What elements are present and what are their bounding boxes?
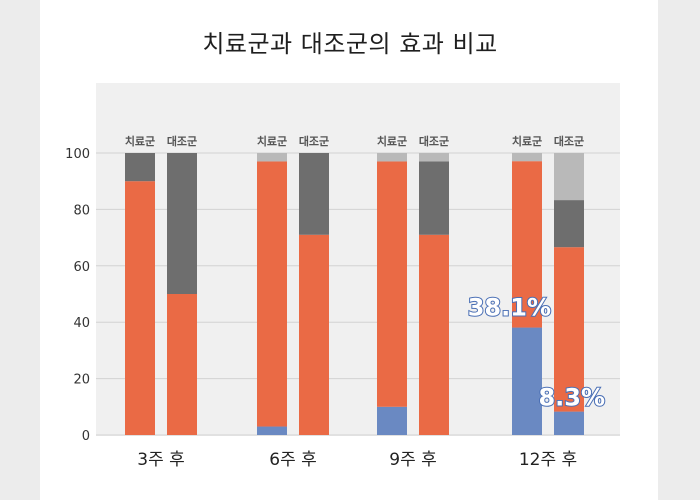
group-label: 치료군: [512, 134, 542, 148]
bar-segment: [257, 161, 287, 427]
bar-segment: [299, 234, 329, 435]
bar-segment: [257, 153, 287, 162]
bar-segment: [299, 153, 329, 235]
chart-title: 치료군과 대조군의 효과 비교: [202, 30, 498, 58]
group-label: 치료군: [257, 134, 287, 148]
group-label: 대조군: [554, 134, 584, 148]
bar-segment: [554, 200, 584, 248]
group-label: 치료군: [125, 134, 155, 148]
data-label: 38.1%: [468, 294, 551, 322]
bar-segment: [554, 247, 584, 412]
bar-segment: [419, 153, 449, 162]
bar-segment: [377, 153, 407, 162]
bar-segment: [554, 153, 584, 201]
bar-segment: [125, 181, 155, 435]
bar-segment: [125, 153, 155, 182]
bar-segment: [512, 153, 542, 162]
x-tick-label: 12주 후: [519, 450, 577, 470]
data-label: 8.3%: [538, 384, 605, 412]
bar-segment: [512, 161, 542, 328]
bar-segment: [377, 406, 407, 435]
x-tick-label: 9주 후: [389, 450, 437, 470]
bar-segment: [419, 161, 449, 235]
bar-segment: [167, 294, 197, 435]
group-label: 대조군: [167, 134, 197, 148]
group-label: 치료군: [377, 134, 407, 148]
y-tick-label: 80: [73, 203, 90, 218]
bar-segment: [257, 426, 287, 435]
y-tick-label: 40: [73, 316, 90, 331]
y-tick-label: 100: [65, 147, 90, 162]
bar-segment: [512, 327, 542, 435]
x-tick-label: 6주 후: [269, 450, 317, 470]
y-tick-label: 60: [73, 260, 90, 275]
bar-segment: [377, 161, 407, 407]
y-tick-label: 0: [82, 429, 90, 444]
group-label: 대조군: [299, 134, 329, 148]
x-tick-label: 3주 후: [137, 450, 185, 470]
group-label: 대조군: [419, 134, 449, 148]
bar-segment: [167, 153, 197, 294]
bar-segment: [419, 234, 449, 435]
y-tick-label: 20: [73, 373, 90, 388]
bar-segment: [554, 411, 584, 435]
